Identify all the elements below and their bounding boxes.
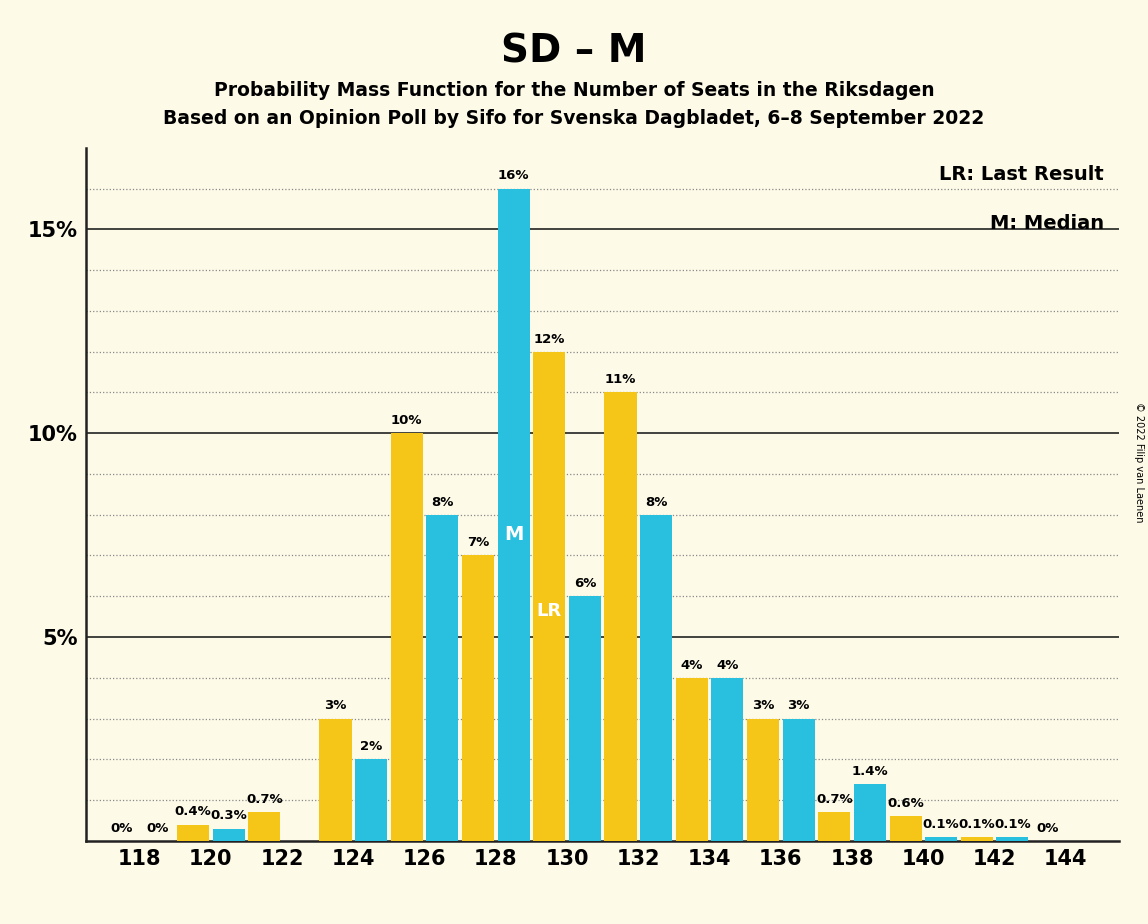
- Text: Based on an Opinion Poll by Sifo for Svenska Dagbladet, 6–8 September 2022: Based on an Opinion Poll by Sifo for Sve…: [163, 109, 985, 128]
- Bar: [533, 352, 565, 841]
- Text: 3%: 3%: [752, 699, 774, 712]
- Bar: [248, 812, 280, 841]
- Text: 0%: 0%: [146, 821, 169, 834]
- Text: 7%: 7%: [467, 536, 489, 550]
- Text: LR: LR: [537, 602, 561, 620]
- Bar: [426, 515, 458, 841]
- Text: 0.7%: 0.7%: [816, 793, 853, 806]
- Text: 0.1%: 0.1%: [923, 818, 960, 831]
- Bar: [961, 837, 993, 841]
- Text: 11%: 11%: [605, 373, 636, 386]
- Text: 8%: 8%: [432, 495, 453, 508]
- Text: 16%: 16%: [498, 169, 529, 183]
- Bar: [390, 433, 422, 841]
- Text: 0%: 0%: [1037, 821, 1060, 834]
- Bar: [819, 812, 851, 841]
- Bar: [783, 719, 815, 841]
- Text: 0.3%: 0.3%: [210, 809, 247, 822]
- Text: SD – M: SD – M: [502, 32, 646, 70]
- Text: 4%: 4%: [681, 659, 703, 672]
- Bar: [569, 596, 600, 841]
- Bar: [212, 829, 245, 841]
- Text: 0%: 0%: [110, 821, 133, 834]
- Text: M: M: [504, 525, 523, 544]
- Bar: [747, 719, 779, 841]
- Text: M: Median: M: Median: [990, 213, 1103, 233]
- Bar: [854, 784, 886, 841]
- Text: LR: Last Result: LR: Last Result: [939, 165, 1103, 184]
- Text: 0.4%: 0.4%: [174, 806, 211, 819]
- Text: 3%: 3%: [788, 699, 809, 712]
- Text: Probability Mass Function for the Number of Seats in the Riksdagen: Probability Mass Function for the Number…: [214, 81, 934, 101]
- Bar: [925, 837, 957, 841]
- Bar: [461, 555, 494, 841]
- Text: 1.4%: 1.4%: [852, 765, 889, 778]
- Bar: [996, 837, 1029, 841]
- Text: 2%: 2%: [360, 740, 382, 753]
- Bar: [177, 824, 209, 841]
- Bar: [497, 188, 529, 841]
- Bar: [641, 515, 673, 841]
- Text: 8%: 8%: [645, 495, 667, 508]
- Bar: [890, 817, 922, 841]
- Text: 4%: 4%: [716, 659, 738, 672]
- Text: 12%: 12%: [534, 333, 565, 346]
- Text: 0.1%: 0.1%: [959, 818, 995, 831]
- Text: 0.7%: 0.7%: [246, 793, 282, 806]
- Text: 0.6%: 0.6%: [887, 797, 924, 810]
- Text: 6%: 6%: [574, 578, 596, 590]
- Bar: [676, 678, 708, 841]
- Text: 0.1%: 0.1%: [994, 818, 1031, 831]
- Bar: [605, 393, 636, 841]
- Bar: [712, 678, 744, 841]
- Bar: [355, 760, 387, 841]
- Text: 10%: 10%: [391, 414, 422, 427]
- Text: © 2022 Filip van Laenen: © 2022 Filip van Laenen: [1134, 402, 1143, 522]
- Bar: [319, 719, 351, 841]
- Text: 3%: 3%: [324, 699, 347, 712]
